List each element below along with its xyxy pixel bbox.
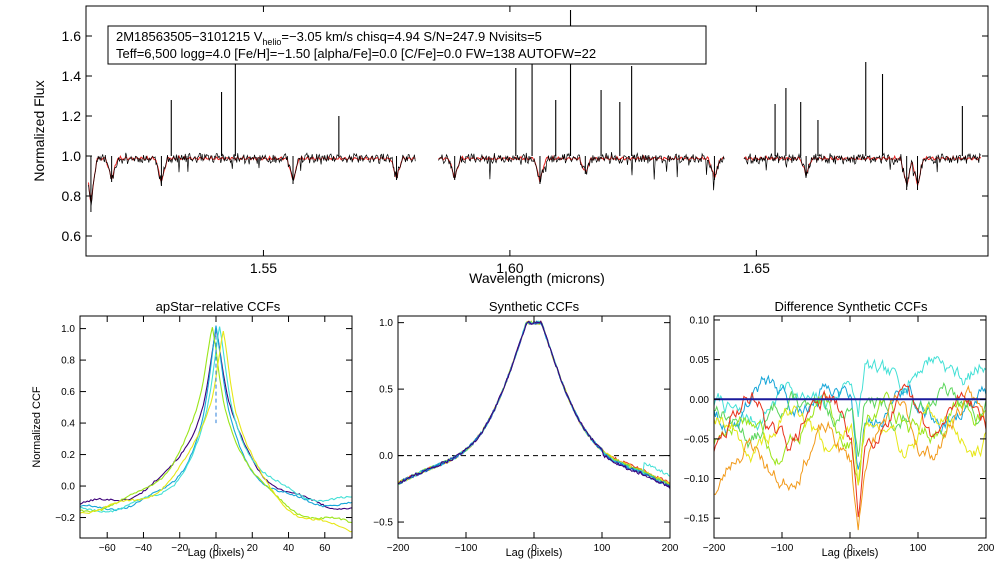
synthetic-ccf-line (397, 320, 671, 486)
spectrum-ytick-label: 1.4 (62, 68, 82, 84)
difference-ccf-title: Difference Synthetic CCFs (775, 299, 928, 314)
observed-spectrum-chip-3 (743, 152, 981, 187)
synthetic-ccf-lines (397, 320, 671, 490)
synthetic-ccf-line (397, 320, 671, 485)
apstar-xtick-label: 60 (319, 543, 331, 554)
apstar-ccf-title: apStar−relative CCFs (156, 299, 281, 314)
spectrum-ylabel: Normalized Flux (31, 80, 47, 181)
synthetic-ccf-frame (397, 315, 671, 539)
apstar-ccf-lines (79, 325, 353, 533)
apstar-ccf-visit-4 (79, 327, 353, 524)
apstar-xtick-label: −20 (171, 543, 188, 554)
difference-ytick-label: 0.10 (690, 315, 710, 326)
spectrum-title-line1: 2M18563505−3101215 Vhelio=−3.05 km/s chi… (116, 29, 542, 47)
synthetic-xtick-label: 100 (594, 543, 611, 554)
spectrum-frame (85, 5, 989, 257)
apstar-ccf-visit-1 (79, 329, 353, 510)
spectrum-ytick-label: 1.6 (62, 28, 82, 44)
title-subscript: helio (262, 37, 281, 47)
synthetic-ccf-line (397, 320, 671, 487)
apstar-ccf-ticks: −60 −40 −20 0 20 40 60 −0.2 0.0 0.2 0.4 0.6 0.8 1.0 (55, 316, 352, 554)
spectrum-panel: 1.55 1.60 1.65 0.6 0.8 1.0 1.2 1.4 1.6 2M1856350… (31, 5, 989, 286)
spectrum-ytick-label: 0.8 (62, 188, 82, 204)
model-spectrum-chip-2 (438, 154, 725, 183)
apstar-ytick-label: 0.8 (61, 356, 75, 367)
difference-ccf-line (713, 383, 987, 518)
apstar-xtick-label: 40 (283, 543, 295, 554)
apstar-ccf-xlabel: Lag (pixels) (188, 547, 245, 559)
difference-ccf-line (713, 381, 987, 457)
synthetic-xtick-label: 200 (662, 543, 679, 554)
apstar-ytick-label: 0.0 (61, 482, 75, 493)
difference-xtick-label: −200 (703, 543, 726, 554)
difference-ccf-ticks: −200 −100 0 100 200 −0.15 −0.10 −0.05 0.00 0.05 0.… (684, 315, 995, 554)
synthetic-ccf-title: Synthetic CCFs (489, 299, 580, 314)
difference-ccf-line (713, 384, 987, 531)
difference-ytick-label: 0.05 (690, 355, 710, 366)
spectrum-xlabel: Wavelength (microns) (469, 270, 605, 286)
synthetic-ytick-label: −0.5 (373, 518, 393, 529)
apstar-ccf-ylabel: Normalized CCF (31, 386, 43, 468)
spectrum-title-line2: Teff=6,500 logg=4.0 [Fe/H]=−1.50 [alpha/… (116, 46, 596, 61)
synthetic-ccf-line (397, 320, 671, 486)
synthetic-ytick-label: 1.0 (379, 318, 393, 329)
synthetic-xtick-label: −100 (455, 543, 478, 554)
apstar-ccf-visit-5 (79, 330, 353, 533)
apstar-xtick-label: 20 (247, 543, 259, 554)
apstar-xtick-label: −60 (99, 543, 116, 554)
title-part-b: =−3.05 km/s chisq=4.94 S/N=247.9 Nvisits… (281, 29, 542, 44)
apstar-ytick-label: 0.2 (61, 450, 75, 461)
synthetic-ccf-line (397, 320, 671, 485)
apstar-ccf-panel: apStar−relative CCFs −60 −40 −20 0 20 40 60 −0.… (31, 299, 353, 559)
synthetic-ytick-label: 0.0 (379, 451, 393, 462)
difference-ccf-line (713, 374, 987, 470)
apstar-ytick-label: 1.0 (61, 324, 75, 335)
synthetic-ccf-ticks: −200 −100 0 100 200 −0.5 0.0 0.5 1.0 (373, 316, 679, 554)
difference-xtick-label: 0 (847, 543, 853, 554)
apstar-ytick-label: 0.6 (61, 387, 75, 398)
difference-ccf-line (713, 391, 987, 485)
difference-ccf-panel: Difference Synthetic CCFs −200 −100 0 100 20… (684, 299, 995, 559)
apstar-xtick-label: 0 (213, 543, 219, 554)
synthetic-xtick-label: −200 (387, 543, 410, 554)
difference-ccf-line (713, 355, 987, 432)
apstar-ccf-visit-2 (79, 325, 353, 512)
difference-ytick-label: −0.15 (684, 514, 710, 525)
observed-spectrum-chip-2 (438, 152, 725, 191)
apstar-ytick-label: −0.2 (55, 513, 75, 524)
apstar-ytick-label: 0.4 (61, 419, 75, 430)
difference-ytick-label: −0.10 (684, 474, 710, 485)
spectrum-ytick-label: 1.0 (62, 148, 82, 164)
apstar-ccf-visit-3 (79, 326, 353, 513)
difference-ccf-line (713, 403, 987, 486)
spectrum-xtick-label: 1.55 (250, 260, 277, 276)
spectrum-ytick-label: 0.6 (62, 228, 82, 244)
spectrum-ytick-label: 1.2 (62, 108, 82, 124)
spectrum-xtick-label: 1.60 (496, 260, 523, 276)
difference-ytick-label: 0.00 (690, 395, 710, 406)
spectrum-lines (88, 10, 982, 212)
difference-ccf-lines (713, 355, 987, 531)
difference-ccf-xlabel: Lag (pixels) (822, 547, 879, 559)
difference-ytick-label: −0.05 (684, 434, 710, 445)
observed-spectrum-chip-1 (88, 152, 416, 206)
title-part-a: 2M18563505−3101215 V (116, 29, 263, 44)
difference-xtick-label: 100 (910, 543, 927, 554)
model-spectrum-chip-1 (88, 154, 416, 203)
synthetic-ccf-line (397, 320, 671, 490)
synthetic-ccf-panel: Synthetic CCFs −200 −100 0 100 200 −0.5 0.0 0.5… (373, 299, 679, 559)
synthetic-ccf-line (397, 320, 671, 487)
spectrum-xtick-label: 1.65 (743, 260, 770, 276)
synthetic-xtick-label: 0 (531, 543, 537, 554)
spectrum-ticks: 1.55 1.60 1.65 0.6 0.8 1.0 1.2 1.4 1.6 (62, 6, 988, 276)
difference-xtick-label: 200 (978, 543, 995, 554)
synthetic-ccf-line (397, 320, 671, 489)
synthetic-ytick-label: 0.5 (379, 385, 393, 396)
difference-xtick-label: −100 (771, 543, 794, 554)
apstar-xtick-label: −40 (135, 543, 152, 554)
spectrum-title-box (107, 25, 707, 65)
synthetic-ccf-xlabel: Lag (pixels) (506, 547, 563, 559)
